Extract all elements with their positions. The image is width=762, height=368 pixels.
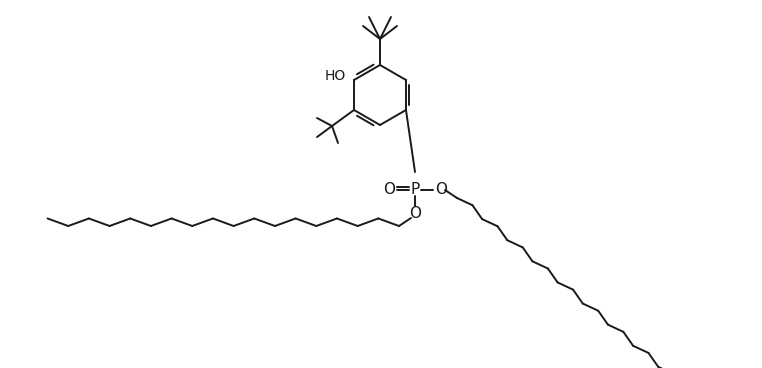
Text: HO: HO: [325, 69, 346, 83]
Text: P: P: [411, 183, 420, 198]
Text: O: O: [409, 206, 421, 222]
Text: O: O: [435, 183, 447, 198]
Text: O: O: [383, 183, 395, 198]
